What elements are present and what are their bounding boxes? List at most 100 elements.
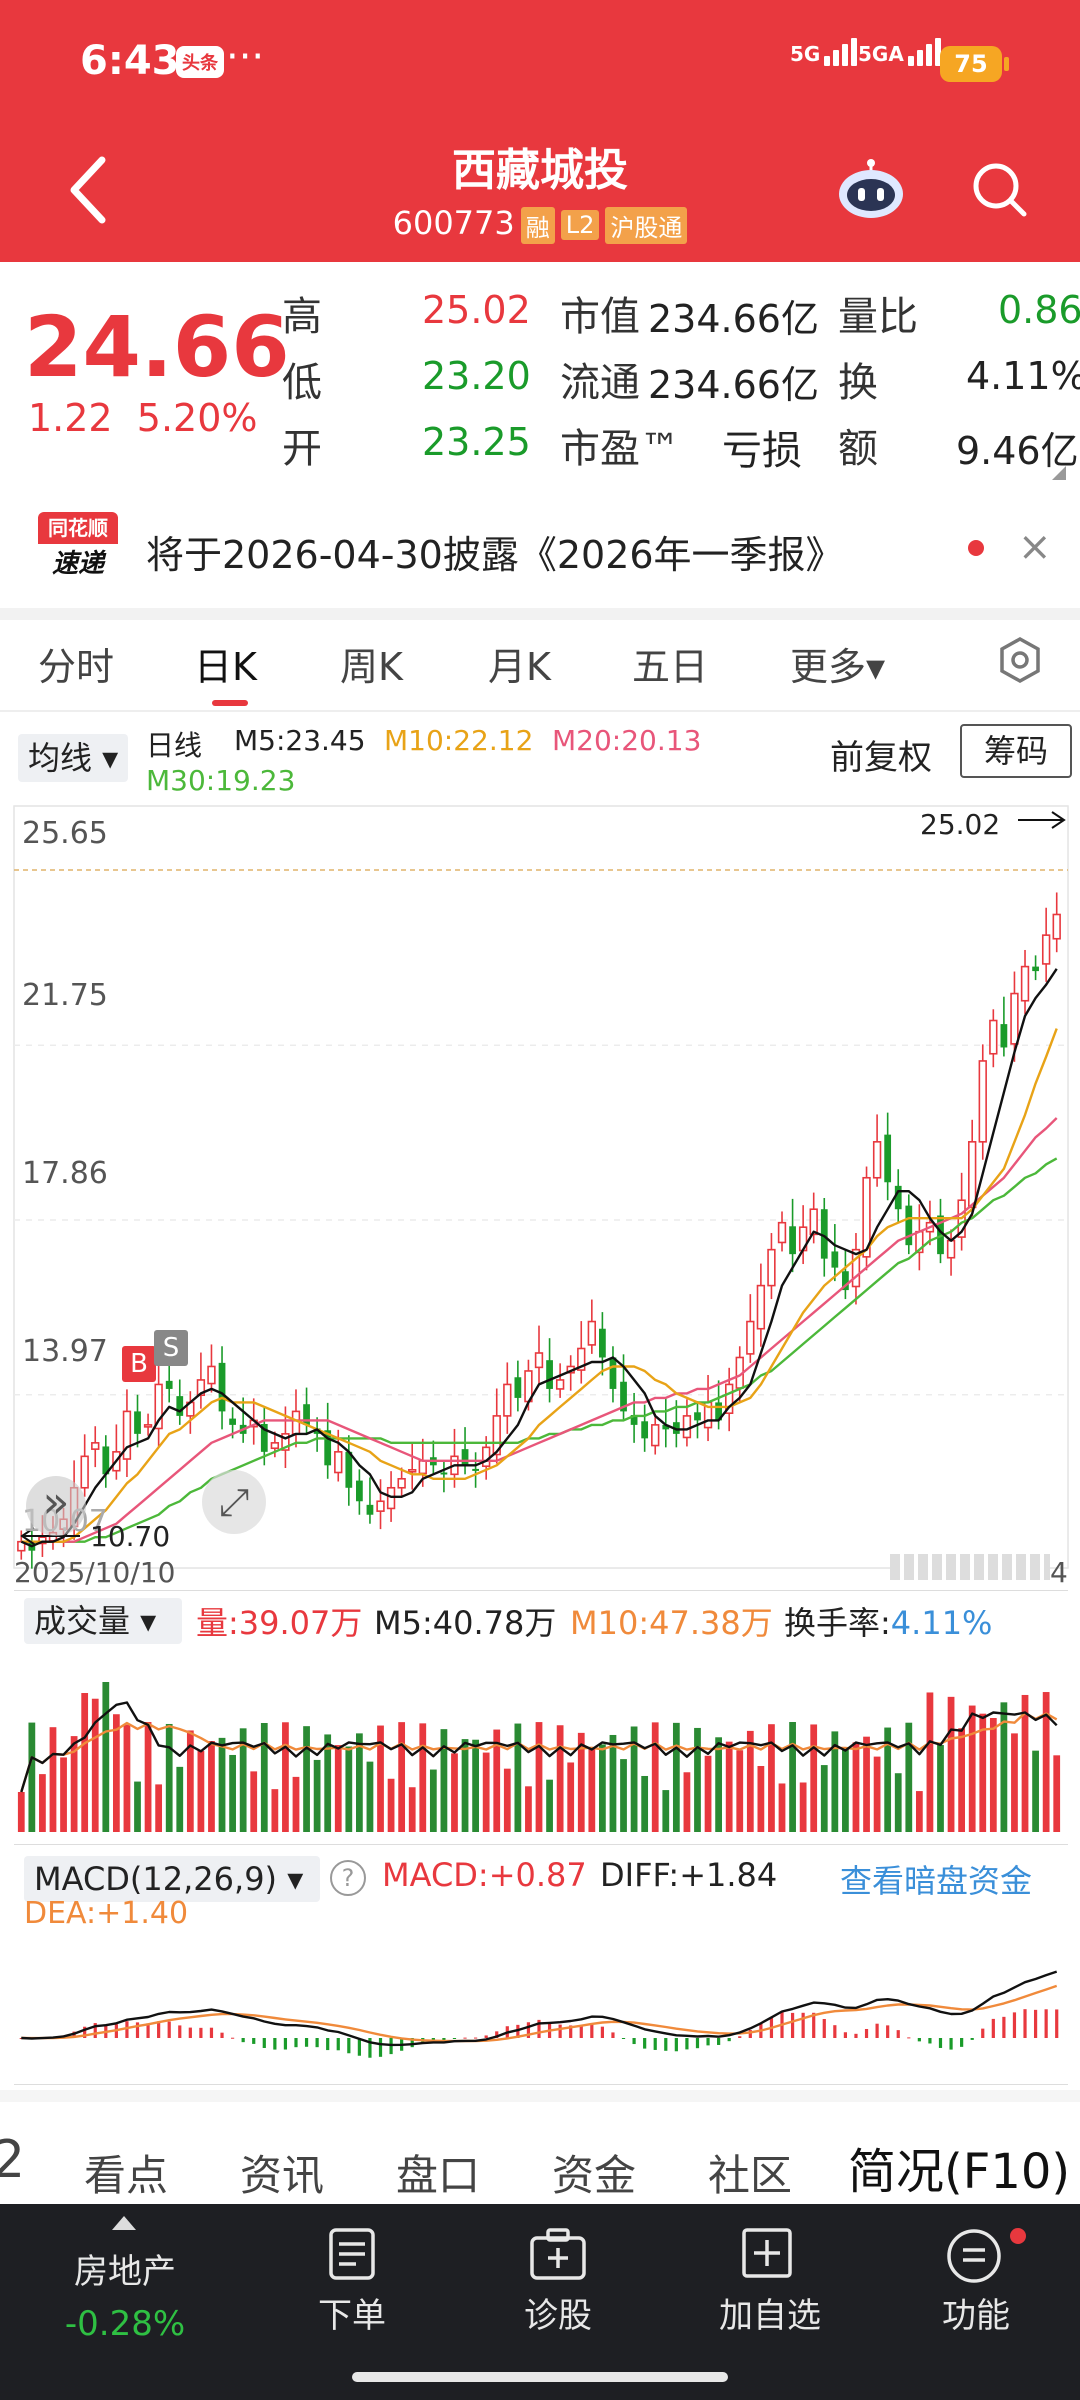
tab-five-day[interactable]: 五日 [632, 645, 709, 689]
add-watchlist-icon[interactable] [740, 2226, 794, 2280]
tab-weekly-k[interactable]: 周K [340, 645, 403, 689]
volume-bar [989, 1718, 997, 1832]
ma30-line [21, 1157, 1058, 1543]
battery-icon: 75 [940, 46, 1009, 82]
function-menu-icon[interactable] [946, 2224, 1016, 2284]
help-icon[interactable]: ? [330, 1860, 366, 1896]
candle-body [324, 1430, 332, 1466]
tab-more[interactable]: 更多▾ [790, 645, 886, 689]
macd-bar [241, 2038, 245, 2043]
nav-add-watchlist[interactable]: 加自选 [719, 2296, 821, 2336]
macd-chart[interactable] [0, 1930, 1080, 2090]
scroll-indicator[interactable] [890, 1554, 1050, 1580]
macd-bar [717, 2038, 721, 2045]
order-icon[interactable] [326, 2226, 378, 2282]
candle-body [376, 1500, 385, 1512]
macd-bar [368, 2038, 372, 2058]
sector-name[interactable]: 房地产 [74, 2252, 176, 2292]
volume-bar [778, 1783, 786, 1832]
volume-bar [1053, 1755, 1061, 1832]
bottom-tab-profile[interactable]: 简况(F10) [848, 2144, 1071, 2200]
bottom-tab-news[interactable]: 资讯 [240, 2151, 325, 2200]
indicator-select[interactable]: 均线 ▾ [18, 734, 128, 782]
ma10-value: M10:22.12 [384, 724, 534, 757]
macd-bar [484, 2035, 488, 2038]
bottom-tab-funds[interactable]: 资金 [552, 2151, 637, 2200]
volume-bar [482, 1752, 490, 1832]
macd-bar [526, 2022, 531, 2038]
tag-hk-connect: 沪股通 [605, 206, 688, 244]
fullscreen-icon[interactable]: ⤢ [202, 1470, 266, 1534]
macd-indicator-select[interactable]: MACD(12,26,9) ▾ [24, 1856, 320, 1902]
macd-bar [378, 2038, 383, 2057]
expand-up-icon[interactable] [112, 2216, 136, 2230]
macd-bar [463, 2037, 467, 2039]
macd-bar [643, 2038, 647, 2049]
volume-bar [704, 1755, 712, 1832]
candlestick-chart[interactable] [0, 800, 1080, 1590]
chip-distribution-button[interactable]: 筹码 [960, 724, 1072, 778]
notification-dot [1010, 2228, 1026, 2244]
candle-body [725, 1383, 734, 1414]
settings-hex-icon[interactable] [996, 636, 1044, 684]
unread-dot [968, 540, 984, 556]
volume-bar [842, 1749, 849, 1832]
volume-bar [472, 1739, 479, 1832]
close-icon[interactable]: × [1018, 524, 1052, 570]
macd-bar [727, 2038, 731, 2042]
macd-bar [590, 2023, 594, 2038]
back-arrow-icon[interactable] [60, 150, 120, 230]
volume-bar [356, 1733, 363, 1832]
chart-frame [13, 805, 1069, 1569]
value-open: 23.25 [422, 420, 531, 464]
high-annotation: 25.02 [920, 808, 1001, 841]
bottom-tab-community[interactable]: 社区 [708, 2151, 793, 2200]
adjust-mode-button[interactable]: 前复权 [830, 738, 932, 778]
volume-indicator-select[interactable]: 成交量 ▾ [24, 1598, 182, 1644]
buy-marker[interactable]: B [122, 1346, 156, 1382]
active-tab-indicator [212, 700, 248, 706]
bottom-tab-orderbook[interactable]: 盘口 [396, 2151, 481, 2200]
candle-body [946, 1239, 956, 1259]
volume-bar [123, 1724, 131, 1832]
nav-diagnose[interactable]: 诊股 [524, 2296, 592, 2336]
macd-bar [653, 2038, 657, 2050]
candle-body [789, 1226, 796, 1255]
macd-bar [199, 2027, 203, 2038]
value-low: 23.20 [422, 354, 531, 398]
candle-body [303, 1404, 310, 1425]
candle-body [555, 1379, 565, 1390]
tab-monthly-k[interactable]: 月K [488, 645, 551, 689]
volume-bar [49, 1727, 57, 1832]
candle-body [472, 1468, 479, 1471]
macd-bar [157, 2021, 161, 2038]
search-icon[interactable] [970, 160, 1030, 220]
diagnose-icon[interactable] [528, 2226, 588, 2282]
candle-body [872, 1141, 882, 1179]
macd-bar [294, 2038, 298, 2048]
home-indicator[interactable] [352, 2372, 728, 2382]
label-pe: 市盈™ [560, 426, 680, 472]
candle-body [386, 1486, 396, 1510]
macd-bar [833, 2025, 837, 2038]
diff-line [21, 1970, 1058, 2047]
volume-bar [176, 1766, 184, 1832]
bottom-tab-highlights[interactable]: 看点 [84, 2151, 169, 2200]
volume-bar [694, 1727, 701, 1832]
robot-assistant-icon[interactable] [836, 158, 906, 220]
expand-corner-icon[interactable] [1052, 466, 1066, 480]
bottom-tab-partial[interactable]: 2 [0, 2130, 26, 2190]
macd-bar [1002, 2016, 1006, 2038]
candle-body [1032, 966, 1039, 972]
volume-chart[interactable] [0, 1650, 1080, 1838]
status-more-icon: ··· [226, 34, 265, 80]
news-headline[interactable]: 将于2026-04-30披露《2026年一季报》 [146, 533, 844, 577]
dark-pool-link[interactable]: 查看暗盘资金 [840, 1862, 1033, 1900]
nav-functions[interactable]: 功能 [942, 2296, 1010, 2336]
tab-daily-k[interactable]: 日K [194, 645, 257, 689]
volume-bar [229, 1754, 236, 1832]
sell-marker[interactable]: S [154, 1330, 188, 1366]
collapse-panel-icon[interactable]: » [26, 1476, 86, 1536]
tab-intraday[interactable]: 分时 [38, 645, 115, 689]
nav-order[interactable]: 下单 [318, 2296, 386, 2336]
